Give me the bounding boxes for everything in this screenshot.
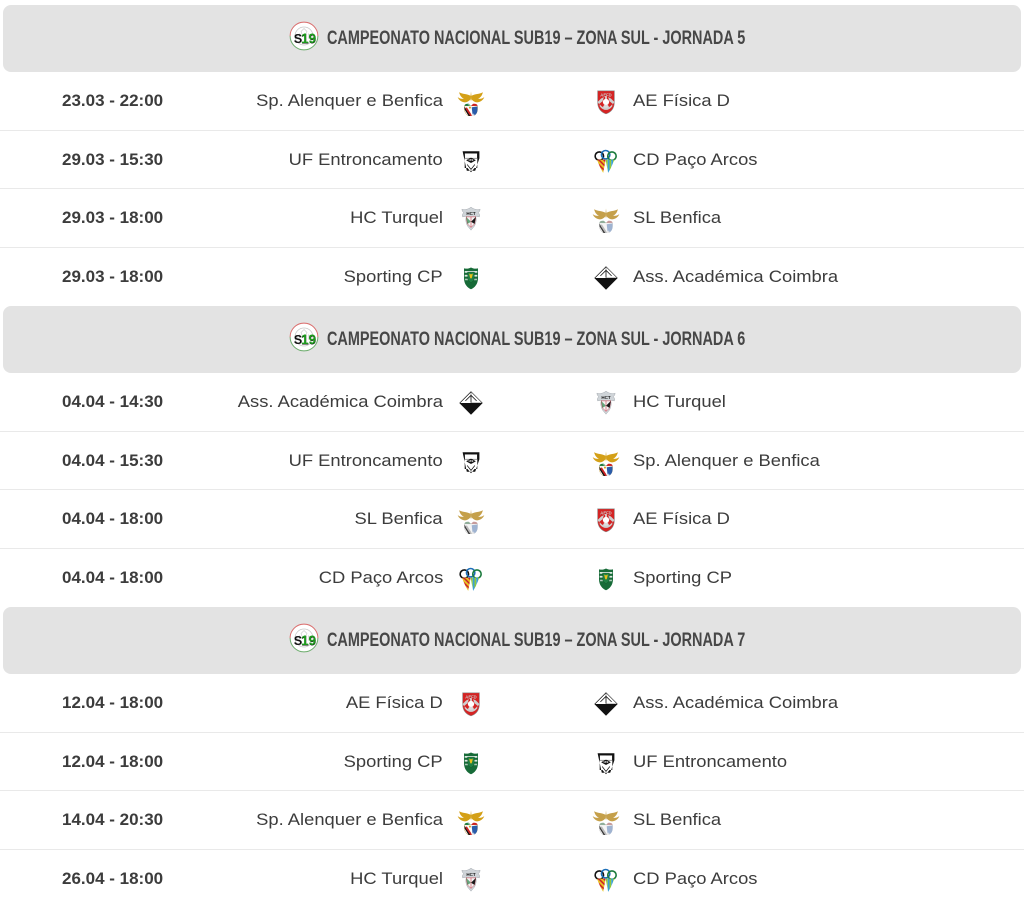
svg-text:HCT: HCT (466, 872, 476, 877)
svg-text:19: 19 (301, 332, 316, 347)
svg-text:HCT: HCT (466, 211, 476, 216)
svg-text:UFE: UFE (469, 159, 474, 162)
svg-text:HCT: HCT (601, 395, 611, 400)
svg-text:19: 19 (301, 31, 316, 46)
svg-text:UFE: UFE (469, 460, 474, 463)
svg-text:UFE: UFE (604, 761, 609, 764)
svg-text:19: 19 (301, 633, 316, 648)
